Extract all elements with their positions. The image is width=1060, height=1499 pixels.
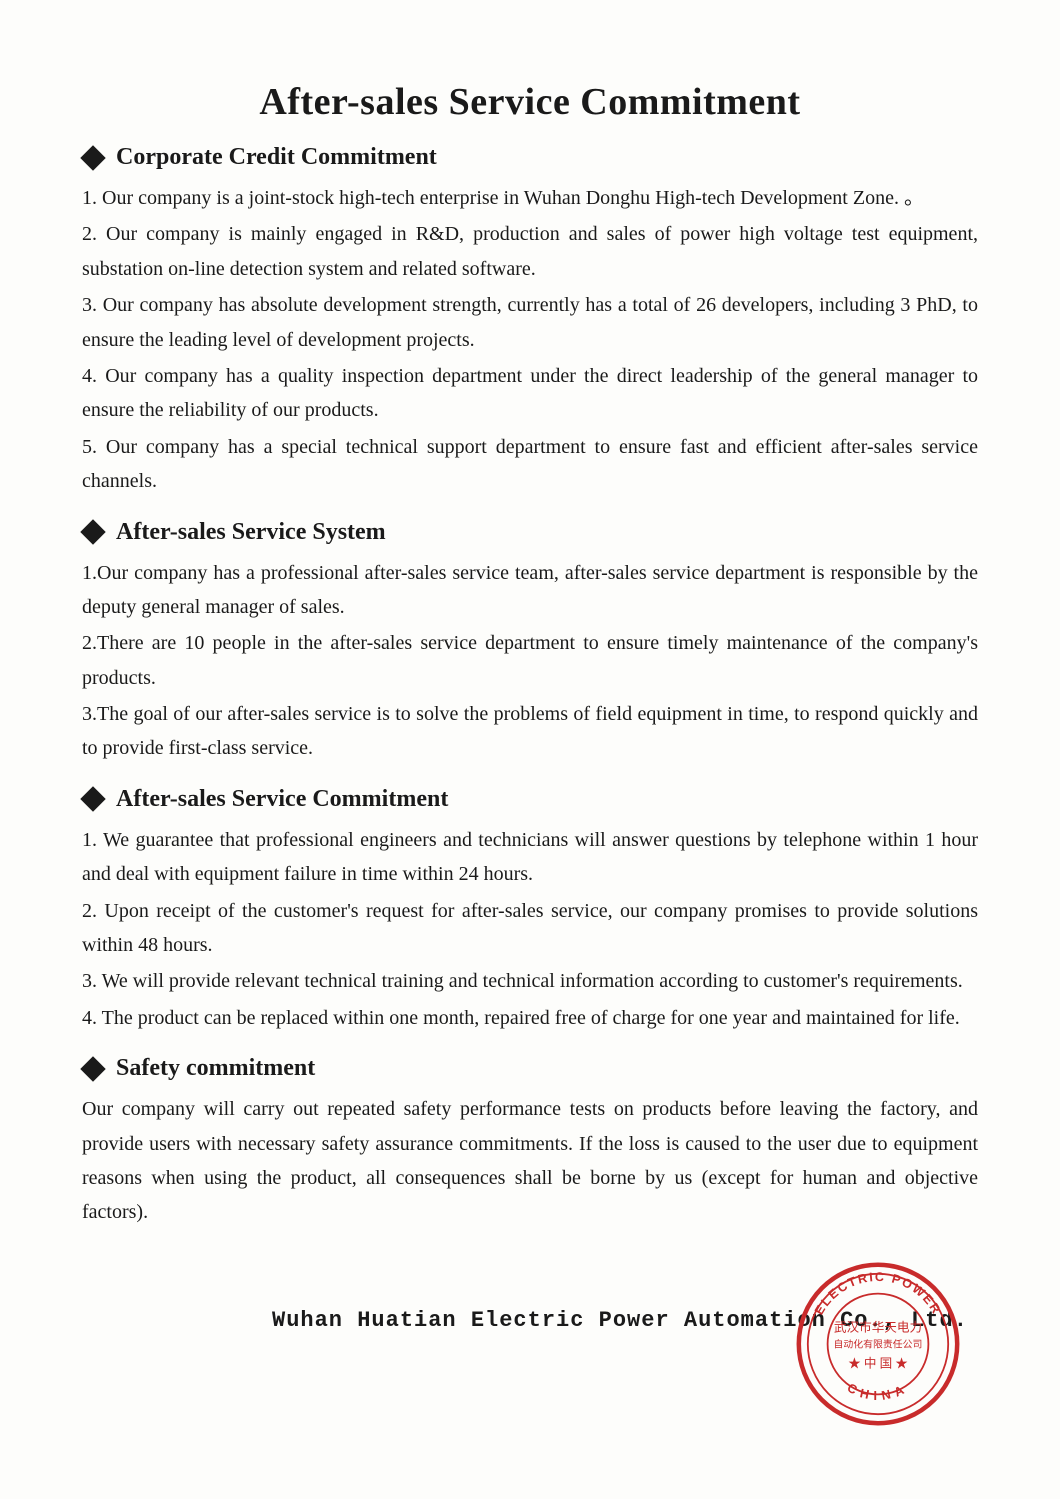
stamp-inner-line1: 武汉市华天电力 [834,1319,922,1334]
body-paragraph: 3. We will provide relevant technical tr… [82,964,978,998]
stamp-inner-line2: 自动化有限责任公司 [834,1337,923,1350]
section-heading-text: Safety commitment [116,1055,315,1082]
body-paragraph: 3.The goal of our after-sales service is… [82,697,978,766]
body-paragraph: 4. Our company has a quality inspection … [82,359,978,428]
company-stamp-icon: ELECTRIC POWER CHINA 武汉市华天电力 自动化有限责任公司 ★… [788,1254,968,1434]
body-paragraph: 4. The product can be replaced within on… [82,1001,978,1035]
section-heading-service-commitment: After-sales Service Commitment [82,786,978,813]
diamond-bullet-icon [80,519,105,544]
signature-block: Wuhan Huatian Electric Power Automation … [82,1264,978,1444]
page-title: After-sales Service Commitment [82,80,978,124]
body-paragraph: 3. Our company has absolute development … [82,288,978,357]
stamp-inner-line3: ★ 中 国 ★ [848,1356,908,1370]
body-paragraph: 2.There are 10 people in the after-sales… [82,626,978,695]
body-paragraph: 1. Our company is a joint-stock high-tec… [82,181,978,215]
section-heading-service-system: After-sales Service System [82,519,978,546]
body-paragraph: 2. Our company is mainly engaged in R&D,… [82,217,978,286]
section-heading-text: Corporate Credit Commitment [116,144,437,171]
section-heading-text: After-sales Service System [116,519,386,546]
body-paragraph: Our company will carry out repeated safe… [82,1092,978,1230]
section-heading-safety: Safety commitment [82,1055,978,1082]
body-paragraph: 1. We guarantee that professional engine… [82,823,978,892]
section-heading-text: After-sales Service Commitment [116,786,448,813]
diamond-bullet-icon [80,1056,105,1081]
svg-text:CHINA: CHINA [845,1380,911,1402]
body-paragraph: 2. Upon receipt of the customer's reques… [82,894,978,963]
section-heading-corporate-credit: Corporate Credit Commitment [82,144,978,171]
diamond-bullet-icon [80,787,105,812]
body-paragraph: 5. Our company has a special technical s… [82,430,978,499]
document-page: After-sales Service Commitment Corporate… [0,0,1060,1499]
diamond-bullet-icon [80,145,105,170]
stamp-outer-bottom-text: CHINA [845,1380,911,1402]
body-paragraph: 1.Our company has a professional after-s… [82,556,978,625]
